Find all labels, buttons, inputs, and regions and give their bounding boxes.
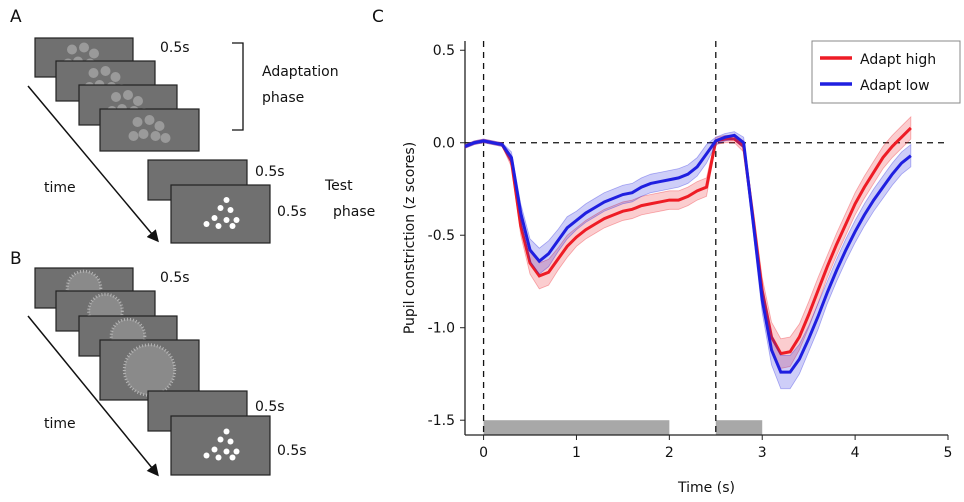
dot: [67, 44, 77, 55]
stimulus-card: [170, 184, 271, 244]
dot: [100, 66, 111, 76]
dot: [215, 454, 222, 461]
legend-box: [811, 40, 961, 104]
line: [464, 133, 912, 374]
dot: [154, 121, 165, 131]
x-tick-label: 0: [479, 445, 488, 461]
y-axis-label: Pupil constriction (z scores): [402, 142, 418, 334]
dot: [223, 217, 230, 223]
dot: [211, 446, 218, 453]
x-tick-label: 5: [944, 445, 953, 461]
dot: [217, 436, 224, 443]
dot: [133, 96, 143, 106]
y-tick-label: 0.0: [433, 136, 455, 152]
dot: [88, 68, 99, 78]
dot: [203, 452, 210, 459]
dot: [160, 133, 171, 143]
dot: [223, 428, 230, 435]
duration: 0.5s: [277, 204, 307, 220]
bracket: [232, 42, 244, 131]
y-tick-label: -1.5: [428, 413, 455, 429]
dot: [211, 215, 218, 221]
dot: [123, 90, 133, 100]
dot: [223, 448, 230, 455]
dot: [144, 115, 155, 125]
dot: [233, 217, 240, 223]
dot: [229, 454, 236, 461]
noise-patch: [122, 343, 177, 397]
stimulus-card: [170, 415, 271, 476]
dot: [227, 438, 234, 445]
dot: [138, 129, 149, 139]
x-tick-label: 2: [665, 445, 674, 461]
x-tick-label: 3: [758, 445, 767, 461]
dot: [150, 131, 161, 141]
panel-label: B: [10, 249, 22, 269]
dot: [217, 205, 224, 211]
dot: [215, 223, 222, 229]
phase-label: Test: [324, 178, 353, 194]
y-tick-label: -1.0: [428, 321, 455, 337]
dot: [132, 117, 143, 127]
time-label: time: [44, 416, 76, 432]
duration: 0.5s: [277, 443, 307, 459]
stimulus-period: [715, 420, 763, 435]
chart: C Time (s) Pupil constriction (z scores) 0.…: [372, 7, 961, 496]
stimulus-period: [483, 420, 670, 435]
phase-label: phase: [262, 90, 304, 106]
duration: 0.5s: [255, 399, 285, 415]
line: [464, 126, 912, 356]
time-arrow: [27, 315, 159, 477]
panel-label: C: [372, 7, 384, 27]
task-panels: A B time time Adaptation phase Test phas…: [10, 7, 375, 477]
dot: [233, 448, 240, 455]
dot: [227, 207, 234, 213]
error-band: [464, 131, 912, 390]
legend-label: Adapt low: [860, 78, 930, 94]
legend-label: Adapt high: [860, 52, 936, 68]
duration: 0.5s: [160, 40, 190, 56]
error-band: [464, 115, 912, 369]
dot: [110, 72, 121, 82]
time-label: time: [44, 180, 76, 196]
y-tick-label: 0.5: [433, 43, 455, 59]
dot: [79, 42, 89, 53]
panel-label: A: [10, 7, 22, 27]
y-tick-label: -0.5: [428, 228, 455, 244]
dot: [203, 221, 210, 227]
duration: 0.5s: [255, 164, 285, 180]
dot: [89, 48, 99, 59]
dot: [128, 131, 139, 141]
phase-label: phase: [333, 204, 375, 220]
duration: 0.5s: [160, 270, 190, 286]
x-tick-label: 1: [572, 445, 581, 461]
time-arrow: [27, 85, 159, 243]
dot: [111, 92, 121, 102]
phase-label: Adaptation: [262, 64, 339, 80]
x-axis-label: Time (s): [677, 480, 735, 496]
dot: [223, 197, 230, 203]
dot: [229, 223, 236, 229]
x-tick-label: 4: [851, 445, 860, 461]
